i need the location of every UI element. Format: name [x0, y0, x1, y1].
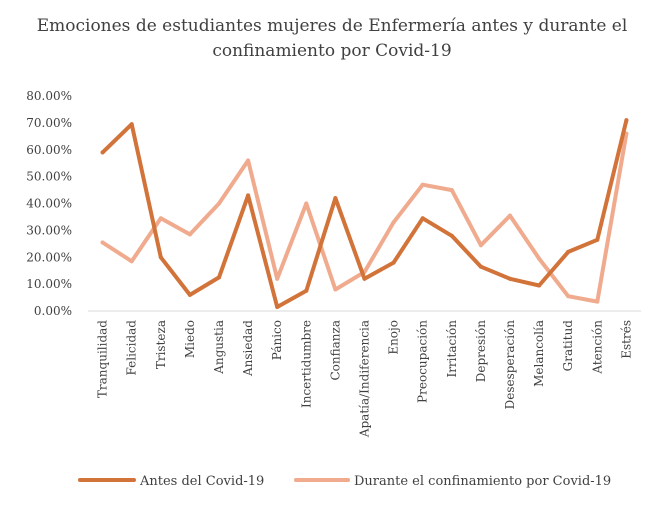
x-tick-label: Preocupación	[416, 320, 430, 403]
chart-title: Emociones de estudiantes mujeres de Enfe…	[0, 14, 664, 64]
data-point	[420, 216, 425, 221]
data-point	[275, 276, 280, 281]
data-point	[478, 264, 483, 269]
y-axis: 0.00% 10.00% 20.00% 30.00% 40.00% 50.00% 60.00…	[26, 89, 72, 318]
x-tick-label: Apatía/Indiferencia	[358, 320, 372, 438]
x-tick-label: Irritación	[445, 320, 459, 378]
data-point	[478, 243, 483, 248]
data-point	[537, 256, 542, 261]
data-point	[595, 237, 600, 242]
x-tick-label: Tristeza	[154, 320, 168, 369]
data-point	[566, 249, 571, 254]
data-point	[158, 255, 163, 260]
y-tick-label: 30.00%	[26, 223, 72, 237]
data-point	[217, 275, 221, 280]
x-tick-label: Ansiedad	[241, 320, 255, 377]
data-point	[508, 213, 512, 218]
data-point	[595, 299, 600, 304]
x-tick-label: Incertidumbre	[299, 320, 313, 408]
data-point	[129, 122, 134, 127]
x-tick-label: Enojo	[387, 320, 401, 355]
data-point	[100, 150, 105, 155]
series-lines	[100, 118, 629, 309]
x-tick-label: Estrés	[619, 320, 633, 359]
x-tick-label: Confianza	[328, 320, 342, 381]
x-axis: Tranquilidad Felicidad Tristeza Miedo Angust…	[88, 310, 641, 438]
data-point	[420, 182, 425, 187]
data-point	[187, 292, 192, 297]
legend-label: Durante el confinamiento por Covid-19	[354, 474, 611, 489]
data-point	[129, 259, 134, 264]
data-point	[391, 260, 396, 265]
data-point	[246, 193, 251, 198]
y-tick-label: 20.00%	[26, 250, 72, 264]
data-point	[333, 287, 338, 292]
chart-title-line-2: confinamiento por Covid-19	[212, 41, 452, 61]
x-tick-label: Atención	[590, 320, 604, 375]
x-tick-label: Miedo	[183, 320, 197, 358]
data-point	[187, 232, 192, 237]
x-tick-label: Gratitud	[561, 320, 575, 372]
x-tick-label: Desesperación	[503, 320, 517, 410]
legend-label: Antes del Covid-19	[139, 474, 264, 489]
data-point	[246, 158, 251, 163]
x-tick-label: Depresión	[474, 320, 488, 382]
data-point	[304, 201, 309, 206]
data-point	[391, 220, 396, 225]
data-point	[100, 240, 105, 245]
x-tick-label: Felicidad	[125, 320, 139, 376]
y-tick-label: 0.00%	[34, 304, 72, 318]
data-point	[333, 196, 338, 201]
data-point	[275, 305, 280, 309]
y-tick-label: 80.00%	[26, 89, 72, 103]
y-tick-label: 10.00%	[26, 277, 72, 291]
data-point	[158, 216, 163, 221]
y-tick-label: 40.00%	[26, 197, 72, 211]
data-point	[362, 276, 367, 281]
x-tick-label: Angustia	[212, 320, 226, 375]
data-point	[217, 201, 221, 206]
x-tick-label: Pánico	[270, 320, 284, 360]
y-tick-label: 50.00%	[26, 170, 72, 184]
legend: Antes del Covid-19 Durante el confinamien…	[78, 474, 611, 489]
data-point	[449, 233, 454, 238]
x-tick-label: Melancolía	[532, 320, 546, 387]
data-point	[566, 294, 571, 299]
x-tick-label: Tranquilidad	[96, 320, 110, 398]
y-tick-label: 70.00%	[26, 116, 72, 130]
chart-title-line-1: Emociones de estudiantes mujeres de Enfe…	[36, 16, 628, 36]
data-point	[508, 276, 512, 281]
y-tick-label: 60.00%	[26, 143, 72, 157]
data-point	[537, 283, 542, 288]
data-point	[449, 188, 454, 193]
data-point	[624, 118, 629, 123]
data-point	[304, 288, 309, 293]
